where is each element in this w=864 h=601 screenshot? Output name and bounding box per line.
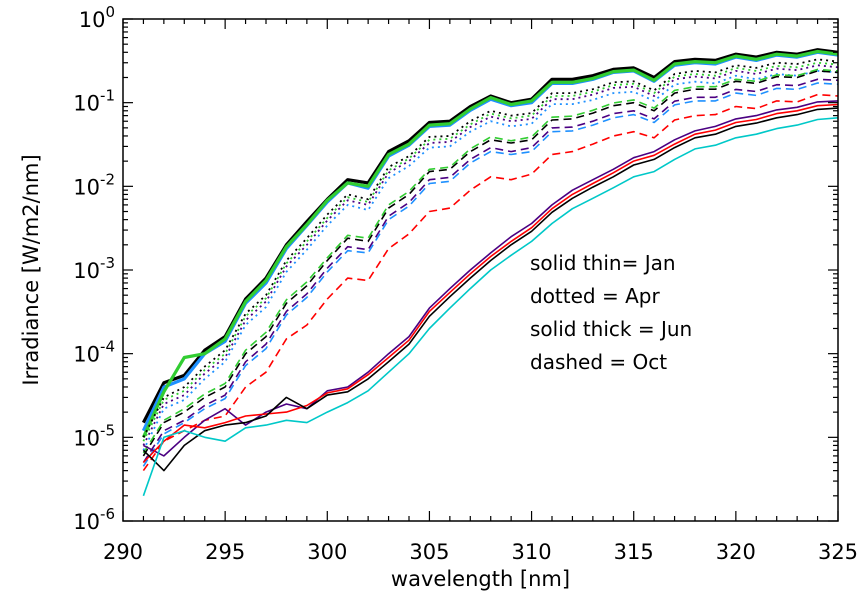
series-line-solid-thick — [141, 49, 839, 438]
x-tick-label: 295 — [205, 540, 245, 564]
x-tick-label: 300 — [307, 540, 347, 564]
series-line-dashed — [142, 93, 839, 472]
y-tick-label: 10-1 — [73, 87, 115, 116]
y-tick-label: 10-5 — [73, 421, 115, 450]
series-line-dotted — [142, 64, 839, 446]
legend-annotation: solid thick = Jun — [530, 317, 692, 341]
y-tick-labels: 10-6 10-5 10-4 10-3 10-2 10-1 100 — [73, 3, 115, 534]
x-tick-label: 310 — [512, 540, 552, 564]
series-line-dotted — [142, 58, 839, 438]
y-axis-label: Irradiance [W/m2/nm] — [19, 154, 43, 385]
series-line-dashed — [142, 82, 839, 467]
series-line-solid-thick — [141, 50, 839, 432]
x-tick-labels: 290 295 300 305 310 315 320 325 — [103, 540, 858, 564]
x-tick-label: 305 — [409, 540, 449, 564]
x-tick-label: 320 — [716, 540, 756, 564]
x-axis-label: wavelength [nm] — [391, 567, 570, 591]
x-tick-label: 315 — [614, 540, 654, 564]
series-line-dashed — [142, 70, 839, 457]
series-layer — [141, 48, 839, 497]
series-line-solid-thin — [142, 117, 839, 497]
legend-annotations: solid thin= Jan dotted = Apr solid thick =… — [530, 251, 692, 374]
series-line-dotted — [142, 70, 839, 451]
legend-annotation: dashed = Oct — [530, 350, 667, 374]
ticks-layer — [122, 18, 839, 522]
series-line-dashed — [142, 78, 839, 463]
x-tick-label: 325 — [818, 540, 858, 564]
legend-annotation: solid thin= Jan — [530, 251, 676, 275]
series-line-solid-thick — [141, 48, 839, 424]
series-line-solid-thin — [142, 107, 839, 472]
series-line-solid-thin — [142, 103, 839, 464]
series-line-solid-thin — [143, 100, 839, 457]
y-tick-label: 10-2 — [73, 170, 115, 199]
series-line-dashed — [142, 68, 839, 454]
x-tick-label: 290 — [103, 540, 143, 564]
y-tick-label: 10-3 — [73, 254, 115, 283]
y-tick-label: 10-4 — [73, 338, 115, 367]
legend-annotation: dotted = Apr — [530, 284, 660, 308]
y-tick-label: 100 — [79, 3, 115, 32]
y-tick-label: 10-6 — [73, 505, 115, 534]
